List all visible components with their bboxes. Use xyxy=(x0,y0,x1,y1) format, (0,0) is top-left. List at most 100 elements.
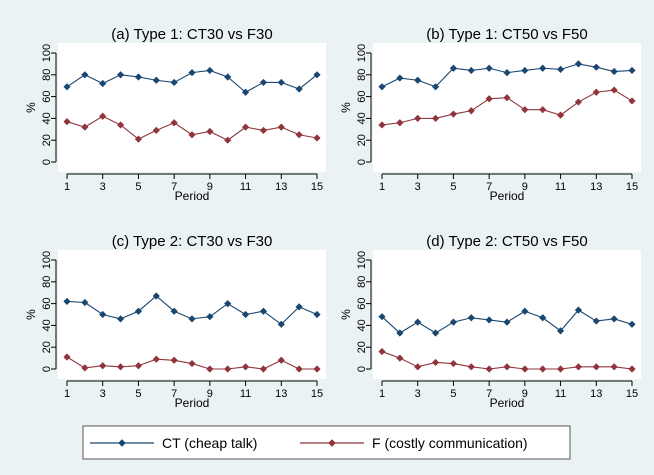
plot-area xyxy=(58,250,326,379)
data-point-f xyxy=(259,126,268,134)
data-point-f xyxy=(396,354,404,362)
x-tick-label: 9 xyxy=(207,181,213,193)
y-tick-label: 80 xyxy=(356,69,368,81)
data-point-ct xyxy=(99,79,107,88)
y-tick-label: 0 xyxy=(356,366,368,372)
data-point-f xyxy=(188,131,196,139)
data-point-ct xyxy=(485,64,493,72)
data-point-f xyxy=(152,355,160,363)
data-point-ct xyxy=(277,78,285,87)
chart-title: (b) Type 1: CT50 vs F50 xyxy=(426,26,587,43)
data-point-ct xyxy=(206,66,214,75)
data-point-ct xyxy=(170,78,178,87)
x-tick-label: 13 xyxy=(275,181,287,193)
data-point-ct xyxy=(485,316,493,324)
x-tick-label: 7 xyxy=(171,388,177,400)
data-point-f xyxy=(396,119,404,127)
data-point-f xyxy=(378,347,386,356)
data-point-ct xyxy=(152,292,160,300)
y-tick-label: 80 xyxy=(41,276,53,288)
y-tick-label: 0 xyxy=(41,159,53,165)
data-point-ct xyxy=(116,71,125,79)
data-point-f xyxy=(449,110,458,118)
y-tick-label: 60 xyxy=(356,297,368,309)
data-point-ct xyxy=(396,329,404,337)
data-point-ct xyxy=(206,313,214,321)
legend-label: CT (cheap talk) xyxy=(162,435,257,451)
x-tick-label: 3 xyxy=(415,181,421,193)
x-tick-label: 7 xyxy=(486,181,492,193)
data-point-ct xyxy=(224,300,232,308)
data-point-ct xyxy=(81,71,89,79)
data-point-ct xyxy=(449,64,458,72)
data-point-ct xyxy=(503,69,511,77)
data-point-f xyxy=(628,97,636,105)
data-point-ct xyxy=(378,313,386,321)
data-point-ct xyxy=(539,64,547,72)
data-point-ct xyxy=(134,73,143,81)
data-point-ct xyxy=(503,318,511,326)
x-axis-title: Period xyxy=(490,396,525,410)
data-point-f xyxy=(431,114,440,122)
data-point-ct xyxy=(521,307,529,315)
data-point-ct xyxy=(81,298,89,307)
chart-title: (c) Type 2: CT30 vs F30 xyxy=(112,233,273,250)
data-point-ct xyxy=(63,83,71,91)
x-axis-title: Period xyxy=(175,189,210,203)
data-point-f xyxy=(521,106,529,114)
data-point-ct xyxy=(63,297,71,306)
data-point-f xyxy=(63,118,71,126)
data-point-f xyxy=(592,363,600,371)
data-point-f xyxy=(134,362,143,370)
data-point-ct xyxy=(295,85,303,93)
data-point-ct xyxy=(592,317,600,325)
data-point-ct xyxy=(116,315,125,323)
legend-item-1: F (costly communication) xyxy=(300,435,528,451)
data-point-ct xyxy=(592,63,600,71)
y-tick-label: 100 xyxy=(356,44,368,62)
data-point-f xyxy=(485,95,493,103)
y-tick-label: 80 xyxy=(41,69,53,81)
x-axis-title: Period xyxy=(175,396,210,410)
x-tick-label: 15 xyxy=(311,181,323,193)
data-point-f xyxy=(467,363,475,371)
data-point-f xyxy=(503,363,511,371)
x-tick-label: 11 xyxy=(555,388,566,400)
data-point-f xyxy=(81,364,89,372)
data-point-f xyxy=(610,363,618,371)
data-point-f xyxy=(224,136,232,144)
data-point-f xyxy=(313,365,321,373)
data-point-f xyxy=(521,365,529,373)
data-point-ct xyxy=(188,315,196,323)
data-point-ct xyxy=(467,314,475,322)
data-point-ct xyxy=(628,66,636,75)
data-point-f xyxy=(295,365,303,373)
x-tick-label: 15 xyxy=(626,181,638,193)
y-tick-label: 100 xyxy=(41,44,53,62)
data-point-ct xyxy=(556,327,565,335)
data-point-f xyxy=(152,126,160,134)
data-point-ct xyxy=(574,60,583,68)
data-point-f xyxy=(485,365,493,373)
data-point-ct xyxy=(414,318,422,326)
legend-marker xyxy=(118,439,126,447)
x-tick-label: 7 xyxy=(486,388,492,400)
y-tick-label: 40 xyxy=(356,112,368,124)
data-point-f xyxy=(574,98,583,106)
x-tick-label: 15 xyxy=(311,388,323,400)
data-point-ct xyxy=(259,78,268,87)
data-point-f xyxy=(277,356,285,364)
data-point-ct xyxy=(396,74,404,82)
data-point-ct xyxy=(610,67,618,76)
data-point-f xyxy=(503,94,511,102)
data-point-ct xyxy=(277,320,285,328)
data-point-ct xyxy=(188,69,196,77)
data-point-ct xyxy=(241,88,250,96)
y-axis-title: % xyxy=(339,102,353,113)
y-tick-label: 20 xyxy=(356,341,368,353)
y-tick-label: 20 xyxy=(41,134,53,146)
y-tick-label: 60 xyxy=(41,297,53,309)
